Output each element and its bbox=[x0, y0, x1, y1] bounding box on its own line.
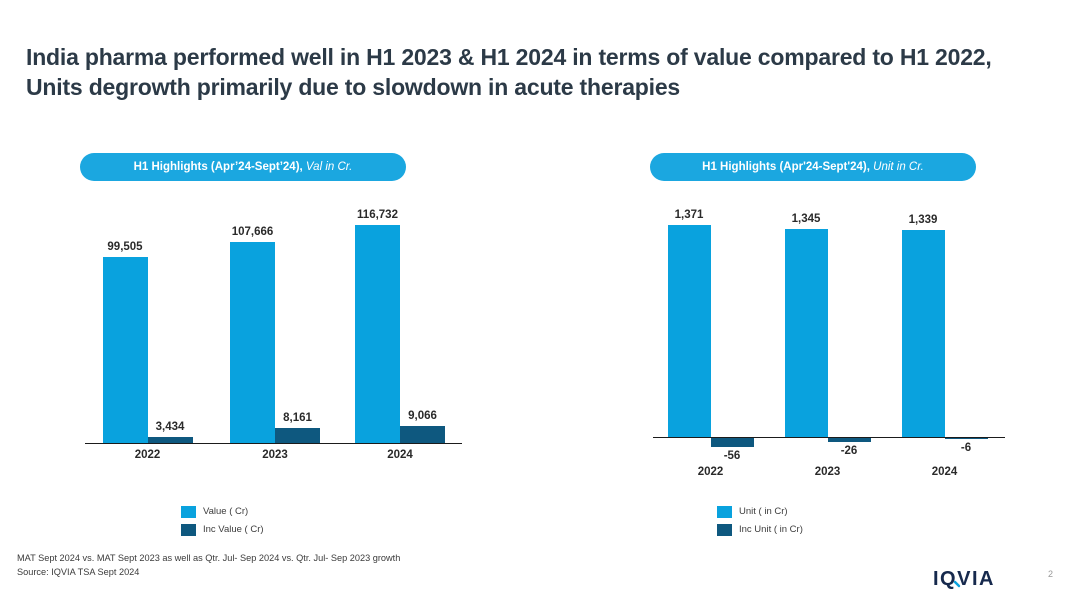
value-bar bbox=[901, 230, 945, 437]
x-axis-label: 2023 bbox=[814, 466, 841, 478]
value-bar bbox=[230, 242, 275, 443]
chart-title-bold: H1 Highlights (Apr’24-Sept’24), bbox=[133, 161, 303, 173]
bar-value-label: 3,434 bbox=[155, 421, 185, 433]
iqvia-wordmark: IQVIA bbox=[933, 568, 995, 590]
increment-bar bbox=[147, 437, 193, 443]
unit-chart-plot: 1,371 -56 2022 1,345 -26 2023 1,339 -6 2024 bbox=[650, 200, 1005, 490]
x-axis-line bbox=[653, 437, 1005, 438]
bar-value-label: 107,666 bbox=[231, 226, 274, 238]
legend-row: Inc Value ( Cr) bbox=[181, 523, 264, 536]
x-axis-label: 2022 bbox=[697, 466, 724, 478]
legend-swatch-dark bbox=[181, 523, 196, 536]
increment-bar bbox=[275, 428, 320, 443]
unit-chart-legend: Unit ( in Cr) Inc Unit ( in Cr) bbox=[717, 505, 803, 541]
bar-value-label: -26 bbox=[840, 445, 858, 457]
bar-value-label: 1,371 bbox=[674, 209, 704, 221]
legend-label: Inc Unit ( in Cr) bbox=[739, 524, 803, 535]
x-axis-label: 2024 bbox=[387, 449, 413, 461]
chart-title-bold: H1 Highlights (Apr'24-Sept'24), bbox=[702, 161, 870, 173]
increment-bar bbox=[710, 438, 754, 447]
chart-title-italic: Val in Cr. bbox=[302, 161, 353, 173]
bar-value-label: 9,066 bbox=[408, 410, 437, 422]
value-chart-plot: 99,505 3,434 2022 107,666 8,161 2023 116,732 9,… bbox=[85, 200, 462, 480]
footnote-line-1: MAT Sept 2024 vs. MAT Sept 2023 as well … bbox=[17, 553, 401, 563]
bar-value-label: 1,345 bbox=[791, 213, 821, 225]
x-axis-line bbox=[85, 443, 462, 444]
footnote-line-2: Source: IQVIA TSA Sept 2024 bbox=[17, 567, 140, 577]
legend-swatch-dark bbox=[717, 523, 732, 536]
increment-bar bbox=[827, 438, 871, 442]
x-axis-label: 2023 bbox=[262, 449, 288, 461]
value-bar bbox=[784, 229, 828, 437]
increment-bar bbox=[400, 426, 445, 443]
bar-value-label: -56 bbox=[723, 450, 741, 462]
footnote: MAT Sept 2024 vs. MAT Sept 2023 as well … bbox=[17, 551, 400, 579]
legend-row: Value ( Cr) bbox=[181, 505, 264, 518]
value-chart-legend: Value ( Cr) Inc Value ( Cr) bbox=[181, 505, 264, 541]
legend-label: Inc Value ( Cr) bbox=[203, 524, 264, 535]
chart-header-pill-unit: H1 Highlights (Apr'24-Sept'24), Unit in … bbox=[650, 153, 976, 181]
legend-swatch-primary bbox=[717, 505, 732, 518]
legend-label: Value ( Cr) bbox=[203, 506, 249, 517]
iqvia-lines-icon: IQVIA bbox=[903, 565, 995, 590]
bar-value-label: 99,505 bbox=[107, 241, 143, 253]
bar-value-label: -6 bbox=[960, 442, 972, 454]
increment-bar bbox=[944, 438, 988, 439]
value-bar bbox=[667, 225, 711, 437]
chart-header-pill-value: H1 Highlights (Apr’24-Sept’24), Val in C… bbox=[80, 153, 406, 181]
bar-value-label: 116,732 bbox=[357, 209, 398, 221]
legend-row: Unit ( in Cr) bbox=[717, 505, 803, 518]
legend-row: Inc Unit ( in Cr) bbox=[717, 523, 803, 536]
bar-value-label: 1,339 bbox=[908, 214, 938, 226]
value-bar bbox=[102, 257, 148, 443]
iqvia-logo: IQVIA bbox=[903, 560, 1005, 592]
value-bar bbox=[355, 225, 400, 443]
bar-value-label: 8,161 bbox=[283, 412, 312, 424]
x-axis-label: 2022 bbox=[134, 449, 161, 461]
page-number: 2 bbox=[1048, 569, 1054, 579]
x-axis-label: 2024 bbox=[931, 466, 958, 478]
legend-label: Unit ( in Cr) bbox=[739, 506, 788, 517]
slide-title: India pharma performed well in H1 2023 &… bbox=[26, 44, 992, 100]
legend-swatch-primary bbox=[181, 505, 196, 518]
chart-title-italic: Unit in Cr. bbox=[869, 161, 924, 173]
